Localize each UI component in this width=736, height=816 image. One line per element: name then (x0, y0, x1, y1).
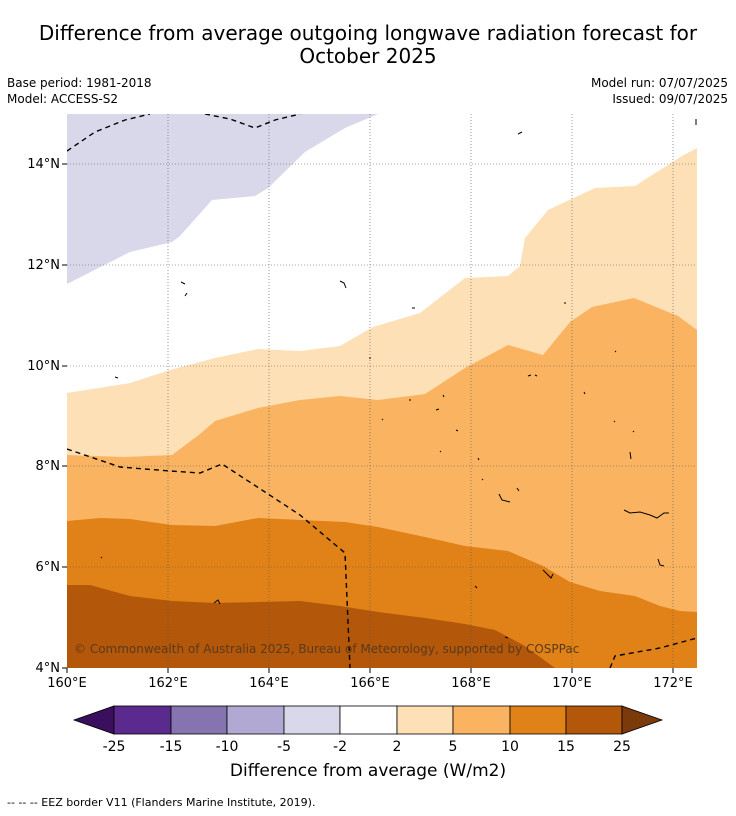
colorbar-tick-label: -25 (103, 739, 126, 755)
colorbar-label: Difference from average (W/m2) (229, 761, 507, 781)
lon-tick-label: 172°E (653, 676, 693, 691)
colorbar-extend-high (621, 705, 664, 735)
colorbar-segment (452, 705, 511, 735)
colorbar-tick-label: 10 (501, 739, 519, 755)
eez-border-north (67, 114, 151, 152)
meta-right: Model run: 07/07/2025 Issued: 09/07/2025 (591, 75, 728, 107)
band-15-25 (67, 585, 555, 668)
meta-left: Base period: 1981-2018 Model: ACCESS-S2 (7, 75, 152, 107)
colorbar-segment (113, 705, 172, 735)
eez-border-north2 (204, 114, 301, 129)
eez-borders (67, 114, 697, 668)
lat-tick-label: 12°N (27, 258, 60, 273)
colorbar-segment (283, 705, 341, 735)
model-run: Model run: 07/07/2025 (590, 76, 728, 90)
lon-tick-label: 168°E (451, 676, 491, 691)
colorbar-tick-label: -10 (216, 739, 239, 755)
eez-border-central (67, 448, 351, 668)
band-minus5-minus2 (67, 114, 378, 284)
lon-tick-label: 162°E (148, 676, 188, 691)
colorbar-segment (509, 705, 567, 735)
model-name: Model: ACCESS-S2 (7, 92, 119, 106)
colorbar-tick-label: 25 (613, 739, 631, 755)
lon-tick-label: 170°E (552, 676, 592, 691)
colorbar: -25 -15 -10 -5 -2 2 5 10 15 25 (72, 705, 664, 755)
lat-tick-label: 8°N (36, 459, 61, 474)
x-axis: 160°E 162°E 164°E 166°E 168°E 170°E 172°… (47, 668, 693, 691)
colorbar-segment (396, 705, 454, 735)
base-period: Base period: 1981-2018 (7, 76, 152, 90)
copyright-notice: © Commonwealth of Australia 2025, Bureau… (74, 642, 579, 656)
lat-tick-label: 10°N (27, 359, 60, 374)
lon-tick-label: 164°E (249, 676, 289, 691)
colorbar-extend-low (72, 705, 115, 735)
colorbar-tick-label: -2 (333, 739, 347, 755)
lat-tick-label: 6°N (36, 560, 61, 575)
issued-date: Issued: 09/07/2025 (612, 92, 728, 106)
lon-tick-label: 160°E (47, 676, 87, 691)
islands (100, 119, 697, 639)
colorbar-segment (339, 705, 398, 735)
lat-tick-label: 14°N (27, 157, 60, 172)
colorbar-tick-label: 5 (449, 739, 458, 755)
colorbar-tick-label: -15 (160, 739, 183, 755)
forecast-map: © Commonwealth of Australia 2025, Bureau… (67, 114, 697, 668)
colorbar-segment (170, 705, 228, 735)
eez-legend-note: -- -- -- EEZ border V11 (Flanders Marine… (7, 796, 316, 809)
lon-tick-label: 166°E (350, 676, 390, 691)
map-title: Difference from average outgoing longwav… (38, 21, 698, 68)
lat-tick-label: 4°N (36, 661, 61, 676)
colorbar-tick-label: 15 (557, 739, 575, 755)
colorbar-tick-label: -5 (277, 739, 291, 755)
colorbar-segment (226, 705, 285, 735)
gridlines (67, 114, 697, 668)
y-axis: 14°N 12°N 10°N 8°N 6°N 4°N (27, 157, 67, 676)
colorbar-segment (565, 705, 623, 735)
colorbar-tick-label: 2 (393, 739, 402, 755)
